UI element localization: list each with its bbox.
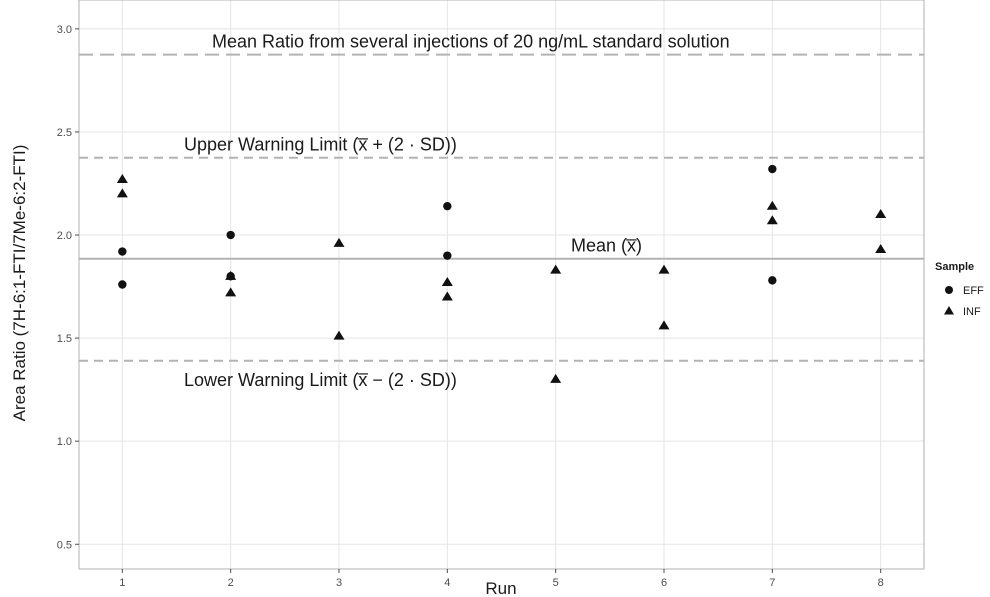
legend-label-eff: EFF bbox=[963, 285, 984, 297]
data-point-eff bbox=[118, 280, 127, 289]
legend-title: Sample bbox=[935, 261, 974, 273]
x-tick-label: 2 bbox=[228, 577, 234, 589]
legend-key-inf-triangle bbox=[944, 306, 954, 315]
x-tick-label: 8 bbox=[878, 577, 884, 589]
y-tick-label: 1.5 bbox=[57, 333, 72, 345]
y-tick-label: 1.0 bbox=[57, 436, 72, 448]
reference-line-label: Lower Warning Limit (x̅ − (2 · SD)) bbox=[184, 370, 457, 390]
data-point-inf bbox=[766, 215, 778, 225]
y-tick-label: 0.5 bbox=[57, 539, 72, 551]
data-point-inf bbox=[225, 270, 237, 280]
data-point-inf bbox=[441, 291, 453, 301]
y-axis-title: Area Ratio (7H-6:1-FTI/7Me-6:2-FTI) bbox=[10, 145, 29, 422]
x-axis-ticks: 1 2 3 4 5 6 7 8 bbox=[119, 569, 884, 589]
data-point-eff bbox=[768, 276, 777, 285]
plot-panel-border bbox=[78, 0, 925, 570]
data-point-inf bbox=[441, 277, 453, 287]
x-tick-label: 5 bbox=[553, 577, 559, 589]
reference-line-label: Mean Ratio from several injections of 20… bbox=[212, 32, 730, 52]
x-axis-title: Run bbox=[485, 579, 516, 597]
legend-key-eff-circle bbox=[945, 286, 953, 294]
y-axis-ticks: 0.5 1.0 1.5 2.0 2.5 3.0 bbox=[57, 24, 79, 551]
data-point-eff bbox=[768, 164, 777, 174]
x-tick-label: 7 bbox=[769, 577, 775, 589]
plot-panel bbox=[79, 0, 924, 569]
y-tick-label: 3.0 bbox=[57, 24, 72, 36]
data-point-eff bbox=[443, 251, 452, 260]
data-point-inf bbox=[550, 264, 562, 274]
legend: Sample EFF INF bbox=[935, 261, 984, 318]
data-point-eff bbox=[443, 201, 452, 211]
data-point-inf bbox=[333, 330, 345, 340]
reference-lines: Mean Ratio from several injections of 20… bbox=[79, 32, 924, 390]
reference-line-label: Mean (x̅) bbox=[571, 236, 642, 256]
data-point-inf bbox=[550, 373, 562, 383]
reference-line-label: Upper Warning Limit (x̅ + (2 · SD)) bbox=[184, 135, 457, 155]
data-point-inf bbox=[766, 200, 778, 210]
x-tick-label: 4 bbox=[444, 577, 450, 589]
data-point-inf bbox=[333, 237, 345, 247]
data-point-inf bbox=[658, 320, 670, 330]
x-tick-label: 1 bbox=[119, 577, 125, 589]
data-point-inf bbox=[116, 173, 128, 183]
legend-label-inf: INF bbox=[963, 306, 981, 318]
data-point-inf bbox=[225, 287, 237, 297]
x-tick-label: 6 bbox=[661, 577, 667, 589]
data-points bbox=[116, 164, 887, 383]
data-point-eff bbox=[118, 247, 127, 256]
grid-lines bbox=[79, 0, 924, 569]
data-point-inf bbox=[116, 188, 128, 198]
data-point-inf bbox=[875, 244, 887, 254]
data-point-inf bbox=[658, 264, 670, 274]
x-tick-label: 3 bbox=[336, 577, 342, 589]
data-point-inf bbox=[875, 209, 887, 219]
y-tick-label: 2.0 bbox=[57, 230, 72, 242]
y-tick-label: 2.5 bbox=[57, 127, 72, 139]
data-point-eff bbox=[226, 230, 235, 240]
